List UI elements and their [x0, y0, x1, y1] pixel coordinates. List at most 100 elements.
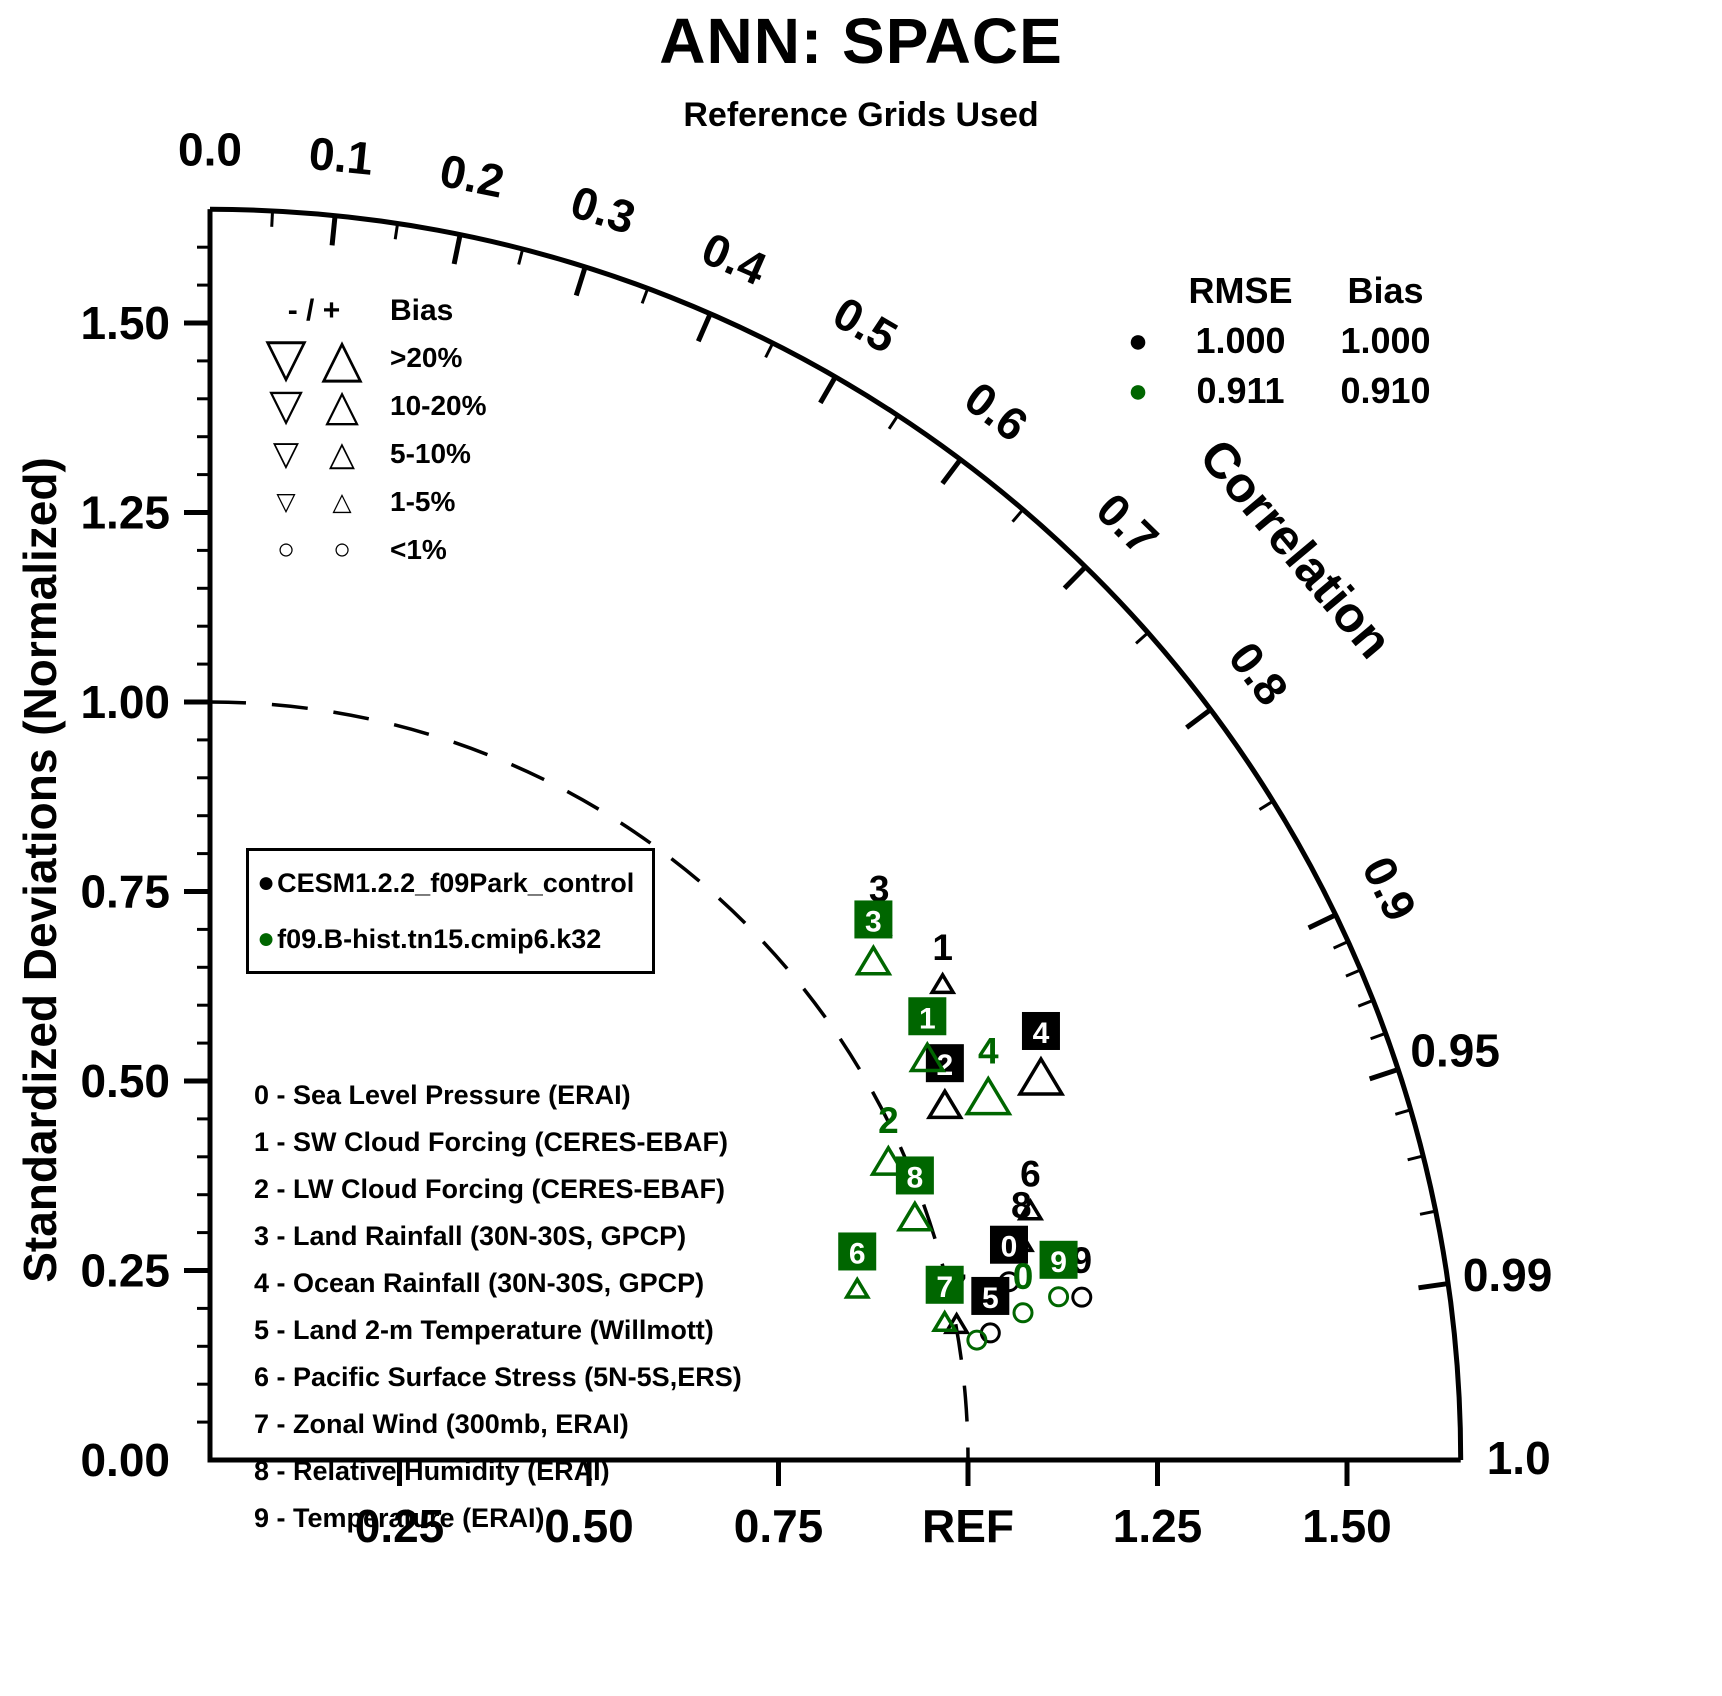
bias-symbol-triangle-up	[929, 971, 957, 995]
point-label: 9	[1050, 1246, 1067, 1279]
bias-symbol-circle	[1012, 1302, 1034, 1324]
corr-tick-label: 0.6	[955, 371, 1037, 451]
corr-tick-label: 0.7	[1086, 483, 1168, 565]
bias-symbol-circle	[1071, 1286, 1093, 1308]
corr-tick-label: 0.5	[825, 286, 906, 363]
circle-icon: ○	[332, 533, 352, 566]
taylor-series: 0123456789	[865, 869, 1093, 1344]
bias-range-label: >20%	[390, 342, 463, 373]
point-label: 8	[1011, 1185, 1032, 1226]
page-subtitle: Reference Grids Used	[683, 96, 1039, 134]
triangle-down-icon: ▽	[265, 328, 307, 388]
bias-legend-row: ▽ △ 10-20%	[258, 381, 486, 430]
triangle-up-icon: △	[321, 328, 363, 388]
bias-symbol-triangle-up	[843, 1276, 871, 1299]
bias-symbol-triangle-up	[908, 1040, 947, 1073]
point-label-box	[1039, 1240, 1078, 1279]
triangle-down-icon: ▽	[272, 435, 300, 473]
variable-item: 2 - LW Cloud Forcing (CERES-EBAF)	[254, 1174, 725, 1204]
bias-value: 1.000	[1340, 320, 1431, 361]
variable-item: 1 - SW Cloud Forcing (CERES-EBAF)	[254, 1127, 728, 1157]
bias-symbol-triangle-up	[1016, 1197, 1045, 1221]
bias-legend-row: ▽ △ >20%	[258, 328, 487, 388]
series-dot-icon: ●	[1127, 371, 1149, 410]
bias-symbol-circle	[1048, 1286, 1070, 1308]
y-tick-label: 0.00	[80, 1434, 170, 1486]
point-label-box	[925, 1265, 964, 1304]
point-label: 6	[849, 1237, 866, 1270]
bias-symbol-triangle-up	[964, 1075, 1013, 1116]
corr-tick-label: 0.9	[1352, 849, 1427, 929]
triangle-up-icon: △	[332, 487, 352, 516]
corr-tick-label: 1.0	[1487, 1432, 1551, 1484]
rmse-value: 0.911	[1196, 370, 1285, 411]
bias-symbol-triangle-up	[896, 1200, 934, 1232]
rmse-header: RMSE	[1188, 270, 1293, 311]
corr-tick-label: 0.3	[565, 175, 642, 244]
point-label-box	[989, 1225, 1028, 1264]
point-label: 3	[869, 869, 890, 910]
point-label: 3	[865, 905, 882, 938]
rmse-value: 1.000	[1195, 320, 1286, 361]
x-tick-label: 0.25	[355, 1500, 445, 1552]
bias-value: 0.910	[1340, 370, 1431, 411]
series-dot-icon: ●	[1127, 321, 1149, 360]
x-tick-label: 0.75	[734, 1500, 824, 1552]
bias-legend-row: ▽ △ 1-5%	[258, 478, 487, 526]
point-label-box	[908, 997, 947, 1036]
corr-tick-label: 0.99	[1463, 1249, 1553, 1301]
point-label: 1	[919, 1002, 936, 1035]
bias-symbol-triangle-up	[926, 1087, 964, 1120]
variable-item: 5 - Land 2-m Temperature (Willmott)	[254, 1315, 714, 1345]
corr-tick-label: 0.95	[1410, 1025, 1500, 1077]
bias-symbol-triangle-up	[1016, 1055, 1066, 1096]
variable-item: 9 - Temperature (ERAI)	[254, 1503, 545, 1533]
bias-legend-row: ○ ○ <1%	[258, 526, 487, 574]
bias-legend-title: Bias	[390, 294, 454, 327]
point-label: 8	[907, 1161, 924, 1194]
series-dot-icon: ●	[257, 922, 276, 955]
bias-sign-header: - / +	[287, 294, 341, 327]
bias-symbol-circle	[966, 1329, 988, 1351]
triangle-down-icon: ▽	[269, 381, 303, 430]
case-row-control: ● CESM1.2.2_f09Park_control	[257, 855, 634, 911]
corr-tick-label: 0.1	[307, 127, 376, 185]
x-tick-label: 0.50	[544, 1500, 634, 1552]
point-label-box	[971, 1276, 1010, 1315]
point-label: 1	[932, 927, 953, 968]
stats-row-control: ● 1.000 1.000	[1108, 316, 1458, 366]
point-label: 4	[978, 1031, 999, 1072]
y-tick-label: 0.25	[80, 1245, 170, 1297]
x-tick-label: 1.50	[1302, 1500, 1392, 1552]
point-label-box	[895, 1156, 934, 1195]
variable-list: 0 - Sea Level Pressure (ERAI) 1 - SW Clo…	[254, 1072, 742, 1542]
y-tick-label: 1.25	[80, 487, 170, 539]
x-tick-label: 1.25	[1113, 1500, 1203, 1552]
bias-range-label: 5-10%	[390, 438, 471, 469]
point-label: 0	[1001, 1231, 1018, 1264]
bias-symbol-triangle-up	[931, 1309, 959, 1333]
point-label: 7	[936, 1271, 953, 1304]
stats-row-test: ● 0.911 0.910	[1108, 366, 1458, 416]
rmse-bias-table: RMSE Bias ● 1.000 1.000 ● 0.911 0.910	[1108, 266, 1458, 416]
bias-legend: - / + Bias ▽ △ >20% ▽ △ 10-20% ▽ △ 5-10%…	[258, 288, 487, 574]
y-axis-label: Standardized Deviations (Normalized)	[14, 457, 66, 1283]
stats-header-row: RMSE Bias	[1108, 266, 1458, 316]
variable-item: 3 - Land Rainfall (30N-30S, GPCP)	[254, 1221, 687, 1251]
point-label: 4	[1033, 1017, 1050, 1050]
variable-item: 8 - Relative Humidity (ERAI)	[254, 1456, 610, 1486]
corr-tick-label: 0.8	[1219, 632, 1299, 714]
correlation-axis-label: Correlation	[1189, 429, 1403, 669]
variable-item: 0 - Sea Level Pressure (ERAI)	[254, 1080, 631, 1110]
bias-legend-header: - / + Bias	[258, 288, 487, 334]
bias-legend-row: ▽ △ 5-10%	[258, 430, 487, 478]
point-label: 2	[878, 1100, 899, 1141]
variable-item: 6 - Pacific Surface Stress (5N-5S,ERS)	[254, 1362, 742, 1392]
y-tick-label: 1.00	[80, 676, 170, 728]
point-label-box	[1021, 1011, 1060, 1050]
point-label: 6	[1020, 1153, 1041, 1194]
case-row-test: ● f09.B-hist.tn15.cmip6.k32	[257, 911, 634, 967]
